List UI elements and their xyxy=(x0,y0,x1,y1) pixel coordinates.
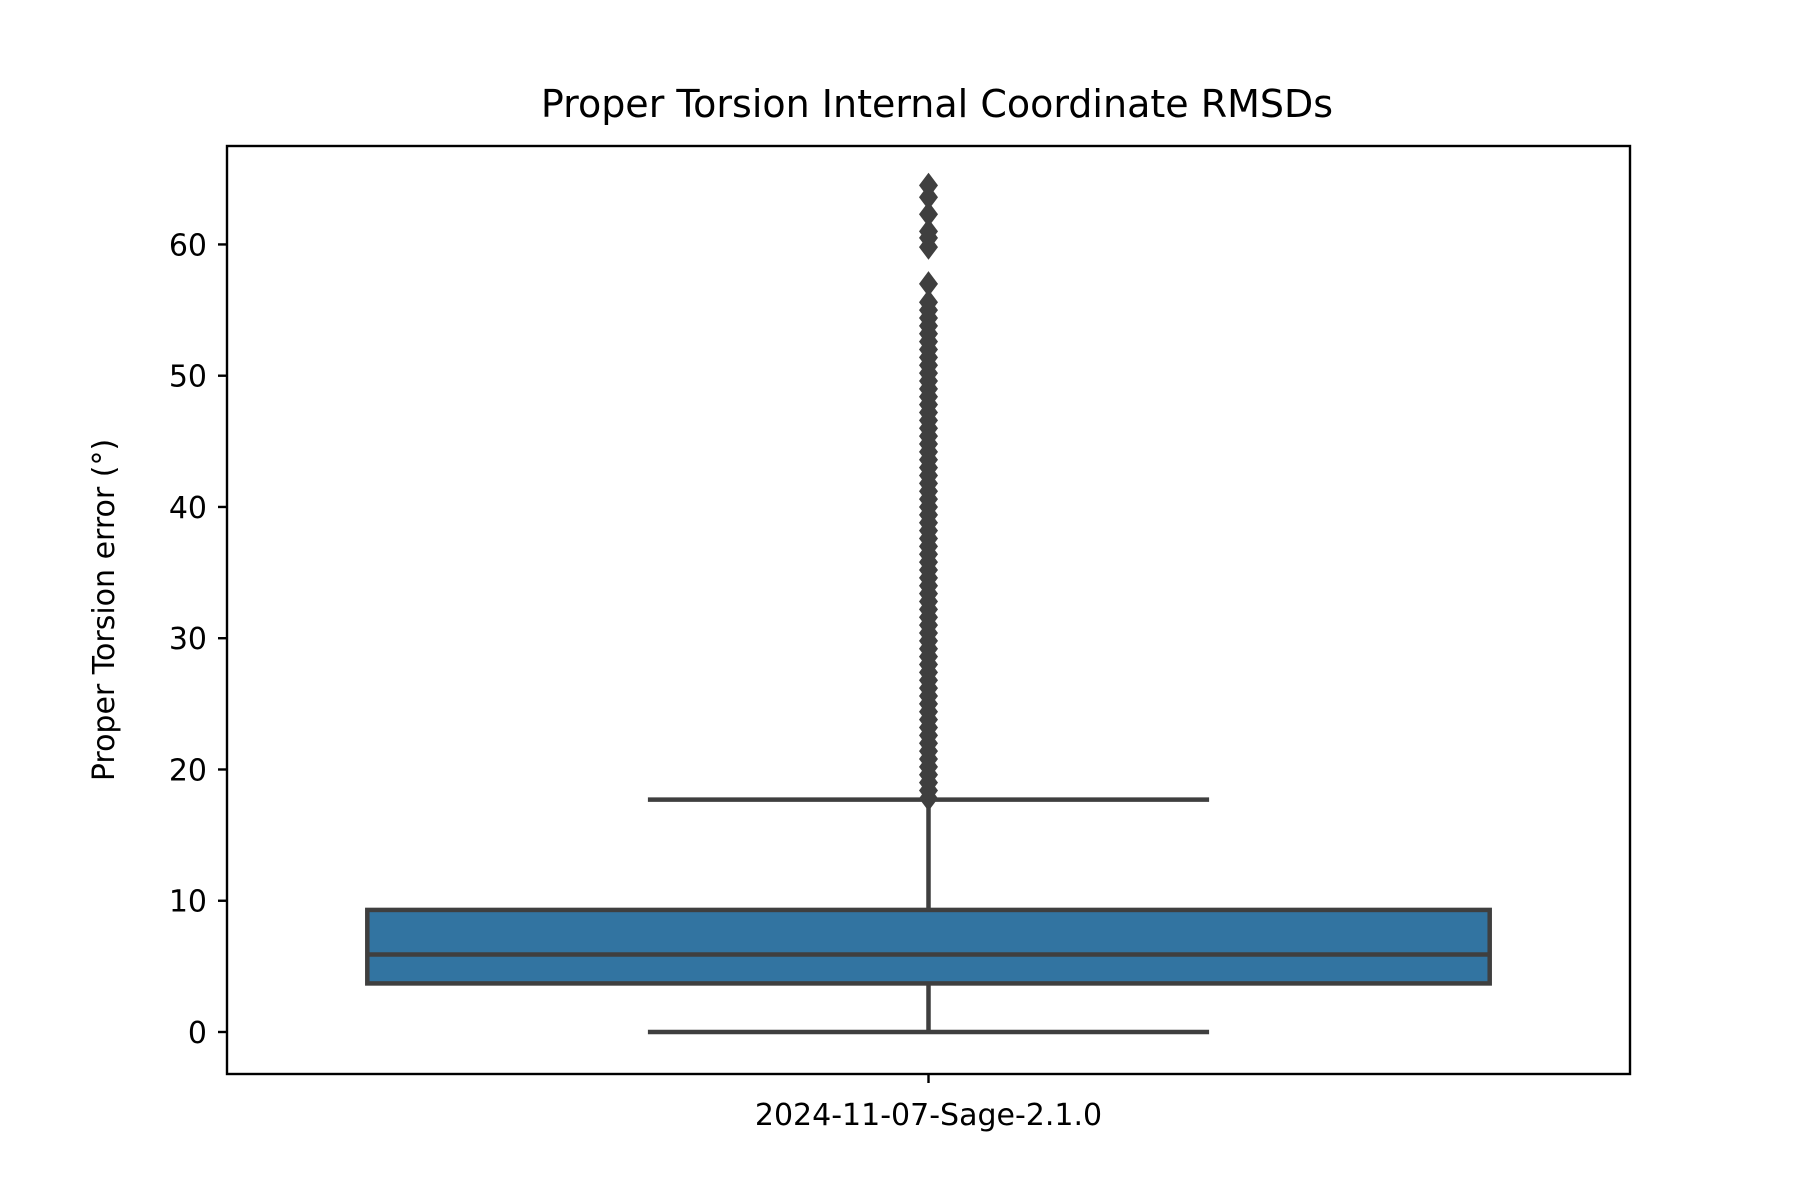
plot-area xyxy=(365,172,1492,1035)
axes: 2024-11-07-Sage-2.1.0 0 10 20 30 40 50 60 xyxy=(169,228,1102,1133)
y-tick-label: 40 xyxy=(169,491,207,526)
y-tick-label: 0 xyxy=(188,1016,207,1051)
x-tick-label: 2024-11-07-Sage-2.1.0 xyxy=(755,1098,1102,1133)
outlier-point xyxy=(919,201,938,227)
outlier-point xyxy=(919,271,938,297)
chart-title: Proper Torsion Internal Coordinate RMSDs xyxy=(541,82,1333,126)
outlier-point xyxy=(919,172,938,199)
y-tick-label: 50 xyxy=(169,360,207,395)
y-tick-label: 30 xyxy=(169,622,207,657)
interquartile-box xyxy=(365,907,1492,986)
outlier-point xyxy=(919,289,938,315)
y-tick-label: 60 xyxy=(169,228,207,263)
y-tick-label: 10 xyxy=(169,885,207,920)
y-axis-label: Proper Torsion error (°) xyxy=(87,439,122,781)
outlier-point xyxy=(919,218,938,244)
y-tick-label: 20 xyxy=(169,753,207,788)
